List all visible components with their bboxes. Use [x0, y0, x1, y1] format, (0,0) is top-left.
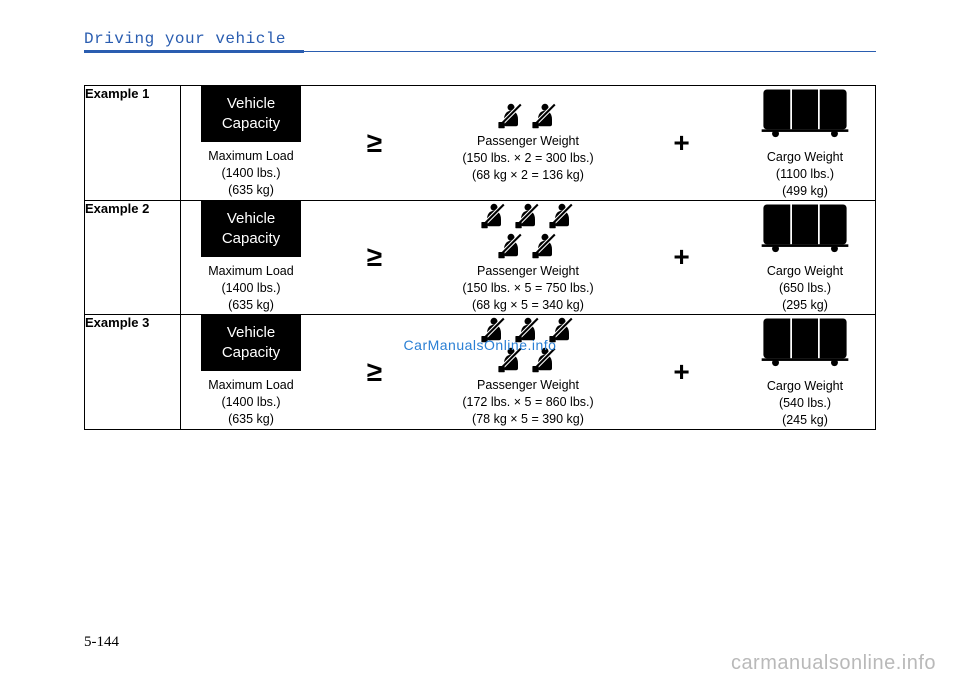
passenger-icon	[531, 101, 559, 129]
vehicle-box-line2: Capacity	[222, 229, 280, 249]
vehicle-capacity-box: Vehicle Capacity	[201, 86, 301, 142]
passenger-caption: Passenger Weight(172 lbs. × 5 = 860 lbs.…	[428, 377, 628, 428]
passenger-icon	[514, 201, 542, 229]
vehicle-capacity-box: Vehicle Capacity	[201, 201, 301, 257]
cargo-caption: Cargo Weight(650 lbs.)(295 kg)	[735, 263, 875, 314]
page-number: 5-144	[84, 634, 119, 651]
plus-operator: +	[670, 127, 694, 159]
header-rule	[84, 50, 876, 53]
cargo-caption: Cargo Weight(1100 lbs.)(499 kg)	[735, 149, 875, 200]
watermark-center: CarManualsOnline.info	[404, 337, 557, 353]
plus-operator: +	[670, 356, 694, 388]
vehicle-box-line1: Vehicle	[227, 323, 275, 343]
plus-operator: +	[670, 241, 694, 273]
vehicle-box-line2: Capacity	[222, 343, 280, 363]
passenger-icon	[548, 201, 576, 229]
vehicle-capacity-box: Vehicle Capacity	[201, 315, 301, 371]
passenger-caption: Passenger Weight(150 lbs. × 5 = 750 lbs.…	[428, 263, 628, 314]
cargo-caption: Cargo Weight(540 lbs.)(245 kg)	[735, 378, 875, 429]
max-load-caption: Maximum Load(1400 lbs.)(635 kg)	[181, 148, 321, 199]
vehicle-box-line1: Vehicle	[227, 209, 275, 229]
example-label: Example 1	[85, 86, 181, 201]
vehicle-box-line2: Capacity	[222, 114, 280, 134]
passenger-caption: Passenger Weight(150 lbs. × 2 = 300 lbs.…	[428, 133, 628, 184]
example-label: Example 2	[85, 200, 181, 315]
cargo-icon	[761, 201, 849, 253]
passenger-icon	[480, 201, 508, 229]
passenger-icon	[497, 101, 525, 129]
examples-table: Example 1 Vehicle Capacity Maximum Load(…	[84, 85, 876, 430]
vehicle-box-line1: Vehicle	[227, 94, 275, 114]
cargo-icon	[761, 315, 849, 367]
table-row: Example 3 Vehicle Capacity Maximum Load(…	[85, 315, 876, 430]
table-row: Example 1 Vehicle Capacity Maximum Load(…	[85, 86, 876, 201]
watermark-bottom: carmanualsonline.info	[731, 652, 936, 675]
cargo-icon	[761, 86, 849, 138]
max-load-caption: Maximum Load(1400 lbs.)(635 kg)	[181, 377, 321, 428]
section-title: Driving your vehicle	[84, 30, 876, 48]
ge-operator: ≥	[363, 127, 387, 159]
table-row: Example 2 Vehicle Capacity Maximum Load(…	[85, 200, 876, 315]
ge-operator: ≥	[363, 356, 387, 388]
passenger-icon	[531, 231, 559, 259]
example-label: Example 3	[85, 315, 181, 430]
passenger-icon	[497, 231, 525, 259]
ge-operator: ≥	[363, 241, 387, 273]
max-load-caption: Maximum Load(1400 lbs.)(635 kg)	[181, 263, 321, 314]
